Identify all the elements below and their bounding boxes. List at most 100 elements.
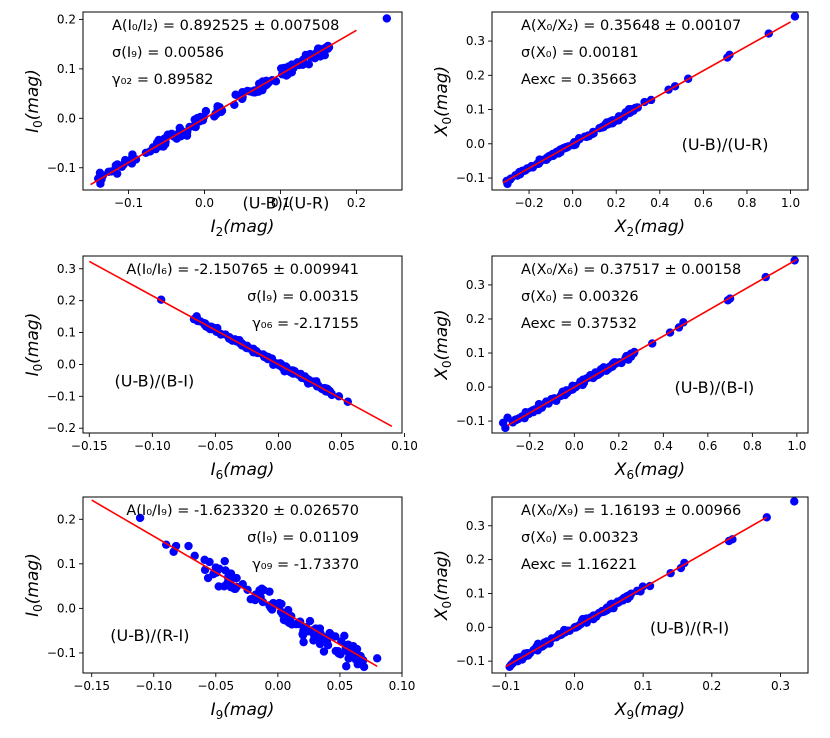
data-point (342, 662, 351, 671)
x-tick-label: 1.0 (781, 196, 800, 210)
data-point (326, 629, 335, 639)
x-tick-label: −0.2 (515, 439, 544, 453)
plot-frame (82, 255, 403, 434)
y-tick-label: 0.2 (57, 512, 76, 526)
data-point (304, 60, 314, 69)
x-tick-label: 0.00 (265, 439, 292, 453)
fit-line (88, 260, 393, 428)
y-tick-label: 0.0 (466, 380, 485, 394)
x-tick-label: 0.3 (771, 679, 790, 693)
y-tick-label: 0.2 (466, 553, 485, 567)
x-tick-label: 0.4 (654, 439, 673, 453)
annotation-2: Aexc = 0.37532 (521, 316, 637, 332)
x-tick-label: 0.4 (650, 196, 669, 210)
data-point (355, 658, 364, 667)
data-point (201, 106, 211, 116)
y-tick-label: 0.1 (57, 326, 76, 340)
y-tick-label: 0.1 (466, 346, 485, 360)
panel-middle-right: −0.2 0.0 0.2 0.4 0.6 0.8 1.0 −0.1 0.0 0.1 0.2 0.3 A(… (432, 255, 809, 482)
y-tick-label: −0.1 (456, 654, 485, 668)
x-tick-label: 0.1 (271, 196, 290, 210)
plot-frame (82, 11, 403, 191)
annotation-2: Aexc = 1.16221 (521, 557, 637, 573)
annotation-0: A(I₀/I₂) = 0.892525 ± 0.007508 (112, 18, 339, 34)
data-point (280, 616, 290, 625)
x-tick-label: 1.0 (787, 439, 806, 453)
y-tick-label: −0.1 (47, 161, 76, 175)
plot-frame (491, 496, 809, 674)
plot-frame (491, 11, 809, 191)
x-tick-label: 0.00 (265, 679, 292, 693)
color-index-label: (U-B)/(U-R) (682, 135, 769, 154)
data-point (279, 63, 289, 73)
data-point (336, 650, 345, 659)
y-tick-label: 0.3 (466, 519, 485, 533)
data-points (93, 14, 392, 188)
x-axis-label: I2(mag) (211, 217, 275, 239)
data-point (533, 639, 543, 648)
annotation-1: σ(X₀) = 0.00326 (521, 289, 639, 305)
x-tick-label: 0.8 (743, 439, 762, 453)
annotation-0: A(I₀/I₉) = -1.623320 ± 0.026570 (126, 503, 359, 519)
x-tick-label: 0.6 (694, 196, 713, 210)
y-tick-label: −0.1 (47, 646, 76, 660)
data-point (679, 318, 688, 327)
y-tick-label: 0.2 (466, 312, 485, 326)
x-tick-label: −0.15 (73, 679, 110, 693)
data-point (249, 344, 258, 353)
data-point (728, 535, 737, 544)
annotation-2: γ₀₉ = -1.73370 (252, 557, 359, 573)
x-tick-label: −0.2 (514, 196, 543, 210)
y-tick-label: 0.1 (57, 62, 76, 76)
x-tick-label: 0.8 (737, 196, 756, 210)
data-point (190, 551, 199, 561)
y-axis-label: I0(mag) (23, 553, 45, 617)
x-tick-label: 0.0 (563, 196, 582, 210)
annotation-1: σ(I₉) = 0.00586 (112, 45, 224, 61)
fit-line (507, 258, 798, 427)
y-tick-label: 0.0 (466, 620, 485, 634)
y-tick-label: 0.2 (57, 294, 76, 308)
data-point (645, 581, 655, 591)
data-point (299, 637, 308, 647)
x-axis-label: I6(mag) (211, 460, 275, 482)
data-point (231, 584, 240, 594)
data-point (305, 616, 315, 626)
annotation-1: σ(X₀) = 0.00181 (521, 45, 639, 61)
data-point (265, 587, 274, 596)
x-tick-label: 0.0 (565, 679, 584, 693)
data-point (104, 167, 113, 177)
data-point (271, 77, 281, 86)
annotation-0: A(X₀/X₉) = 1.16193 ± 0.00966 (521, 503, 741, 519)
x-tick-label: 0.2 (347, 196, 366, 210)
data-points (505, 497, 799, 671)
color-index-label: (U-B)/(R-I) (650, 618, 729, 637)
x-tick-label: 0.6 (698, 439, 717, 453)
fit-line (91, 499, 378, 668)
color-index-label: (U-B)/(B-I) (115, 371, 195, 390)
data-point (501, 423, 510, 433)
panel-bottom-right: −0.1 0.0 0.1 0.2 0.3 −0.1 0.0 0.1 0.2 0.3 A(X₀/X₉)… (432, 496, 809, 722)
y-tick-label: 0.3 (466, 34, 485, 48)
annotation-0: A(I₀/I₆) = -2.150765 ± 0.009941 (126, 262, 359, 278)
color-index-label: (U-B)/(B-I) (674, 378, 754, 397)
x-tick-label: −0.1 (114, 196, 143, 210)
y-tick-label: 0.2 (57, 12, 76, 26)
data-point (503, 413, 512, 422)
annotation-0: A(X₀/X₆) = 0.37517 ± 0.00158 (521, 262, 741, 278)
x-tick-label: 0.0 (195, 196, 214, 210)
annotation-1: σ(I₉) = 0.01109 (247, 530, 359, 546)
annotation-1: σ(X₀) = 0.00323 (521, 530, 639, 546)
data-point (184, 541, 193, 551)
x-tick-label: 0.0 (565, 439, 584, 453)
panel-middle-left: −0.15 −0.10 −0.05 0.00 0.05 0.10 −0.2 −0.1 0.0 0.… (23, 255, 418, 482)
y-tick-label: −0.1 (47, 389, 76, 403)
x-tick-label: 0.1 (634, 679, 653, 693)
y-axis-label: I0(mag) (23, 313, 45, 377)
data-point (340, 631, 349, 640)
x-tick-label: −0.1 (491, 679, 520, 693)
x-tick-label: −0.15 (71, 439, 108, 453)
data-point (220, 556, 229, 566)
y-axis-label: I0(mag) (23, 69, 45, 133)
